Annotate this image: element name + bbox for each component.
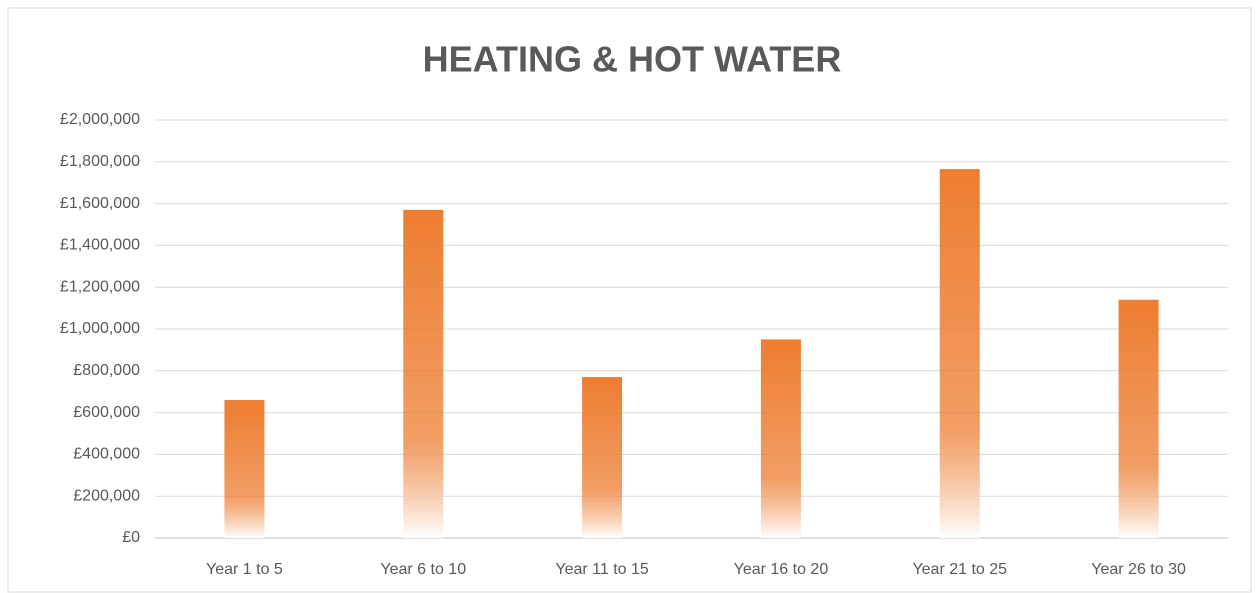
x-tick-label: Year 16 to 20 bbox=[734, 561, 829, 578]
chart-title: HEATING & HOT WATER bbox=[423, 39, 842, 80]
y-tick-label: £2,000,000 bbox=[60, 111, 140, 128]
y-tick-label: £1,800,000 bbox=[60, 153, 140, 170]
chart-border bbox=[7, 7, 1252, 593]
y-tick-label: £600,000 bbox=[73, 404, 140, 421]
bar bbox=[403, 209, 444, 538]
bar bbox=[939, 169, 980, 539]
y-tick-label: £400,000 bbox=[73, 446, 140, 463]
y-tick-label: £1,000,000 bbox=[60, 320, 140, 337]
x-tick-label: Year 11 to 15 bbox=[555, 561, 649, 578]
y-tick-label: £0 bbox=[122, 529, 140, 546]
y-tick-label: £1,600,000 bbox=[60, 195, 140, 212]
x-tick-label: Year 1 to 5 bbox=[206, 561, 283, 578]
y-tick-label: £200,000 bbox=[73, 487, 140, 504]
bar bbox=[582, 377, 623, 538]
bar bbox=[224, 400, 265, 538]
bar bbox=[760, 339, 801, 538]
y-tick-label: £1,200,000 bbox=[60, 278, 140, 295]
y-tick-label: £1,400,000 bbox=[60, 237, 140, 254]
x-tick-label: Year 21 to 25 bbox=[912, 561, 1007, 578]
bar bbox=[1118, 299, 1159, 538]
x-tick-label: Year 6 to 10 bbox=[380, 561, 466, 578]
x-tick-label: Year 26 to 30 bbox=[1091, 561, 1186, 578]
y-tick-label: £800,000 bbox=[73, 362, 140, 379]
